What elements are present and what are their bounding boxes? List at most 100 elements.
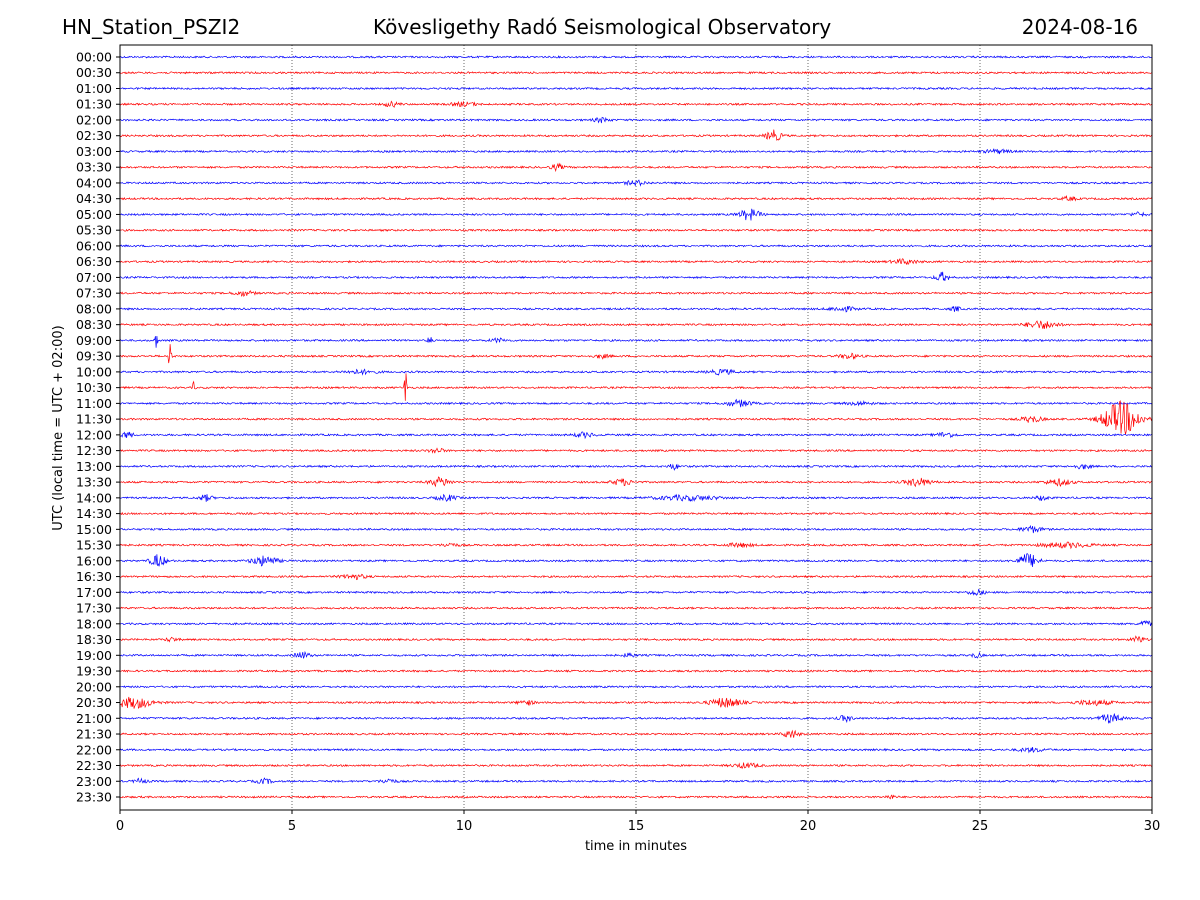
y-tick-label: 22:30 <box>76 758 112 773</box>
y-tick-label: 17:30 <box>76 601 112 616</box>
trace-row-0130 <box>119 100 1153 108</box>
trace-row-1800 <box>119 619 1153 627</box>
y-tick-label: 23:30 <box>76 790 112 805</box>
y-tick-label: 23:00 <box>76 774 112 789</box>
y-tick-label: 04:30 <box>76 191 112 206</box>
trace-row-2130 <box>119 729 1153 738</box>
y-tick-label: 12:00 <box>76 427 112 442</box>
chart-date: 2024-08-16 <box>1021 15 1138 39</box>
trace-row-1400 <box>119 493 1153 502</box>
x-tick-label: 30 <box>1144 819 1161 834</box>
y-tick-label: 19:30 <box>76 664 112 679</box>
trace-row-2000 <box>120 685 1153 689</box>
trace-row-1900 <box>119 650 1153 659</box>
y-tick-label: 05:00 <box>76 207 112 222</box>
trace-row-0200 <box>119 116 1153 124</box>
y-tick-label: 02:00 <box>76 112 112 127</box>
y-tick-label: 11:30 <box>76 412 112 427</box>
trace-row-1930 <box>119 669 1153 673</box>
trace-row-1700 <box>119 588 1153 596</box>
trace-row-0000 <box>119 55 1152 59</box>
trace-row-0400 <box>119 179 1153 187</box>
trace-row-0330 <box>119 162 1153 173</box>
y-tick-label: 14:30 <box>76 506 112 521</box>
y-tick-label: 10:00 <box>76 364 112 379</box>
trace-row-1000 <box>119 368 1153 376</box>
y-tick-label: 08:00 <box>76 301 112 316</box>
trace-row-0300 <box>119 148 1153 155</box>
trace-row-0500 <box>119 208 1153 221</box>
y-tick-label: 20:30 <box>76 695 112 710</box>
trace-row-1530 <box>119 541 1153 550</box>
trace-row-0830 <box>119 320 1153 329</box>
y-tick-label: 15:30 <box>76 538 112 553</box>
y-tick-label: 20:00 <box>76 679 112 694</box>
trace-row-0730 <box>119 290 1153 297</box>
trace-row-0100 <box>119 86 1153 91</box>
y-tick-label: 01:30 <box>76 97 112 112</box>
x-tick-label: 10 <box>456 819 473 834</box>
trace-row-0530 <box>119 228 1153 232</box>
y-tick-label: 02:30 <box>76 128 112 143</box>
y-tick-label: 16:00 <box>76 553 112 568</box>
trace-row-1030 <box>119 373 1153 401</box>
y-tick-label: 03:30 <box>76 160 112 175</box>
y-tick-label: 07:30 <box>76 286 112 301</box>
trace-row-2330 <box>119 794 1153 800</box>
y-tick-label: 18:30 <box>76 632 112 647</box>
y-tick-label: 15:00 <box>76 522 112 537</box>
y-tick-label: 11:00 <box>76 396 112 411</box>
x-tick-label: 25 <box>972 819 989 834</box>
trace-row-0430 <box>119 194 1153 202</box>
chart-title: Kövesligethy Radó Seismological Observat… <box>373 15 832 39</box>
y-tick-label: 06:30 <box>76 254 112 269</box>
y-tick-label: 00:30 <box>76 65 112 80</box>
trace-row-1130 <box>119 400 1153 435</box>
trace-row-0600 <box>119 244 1153 248</box>
trace-row-1630 <box>120 573 1153 581</box>
y-tick-label: 19:00 <box>76 648 112 663</box>
x-axis-label: time in minutes <box>585 839 687 854</box>
trace-row-0630 <box>119 257 1153 266</box>
trace-row-1330 <box>119 476 1153 488</box>
y-tick-label: 08:30 <box>76 317 112 332</box>
x-tick-label: 5 <box>288 819 296 834</box>
trace-row-0700 <box>119 271 1153 282</box>
trace-row-1600 <box>119 553 1153 568</box>
trace-row-2300 <box>119 777 1153 785</box>
y-tick-label: 05:30 <box>76 223 112 238</box>
y-tick-label: 03:00 <box>76 144 112 159</box>
y-tick-label: 09:30 <box>76 349 112 364</box>
trace-row-1100 <box>119 398 1153 408</box>
y-tick-label: 18:00 <box>76 616 112 631</box>
y-tick-label: 12:30 <box>76 443 112 458</box>
trace-row-1300 <box>119 463 1153 471</box>
trace-row-0900 <box>119 335 1153 348</box>
trace-row-0030 <box>119 71 1153 75</box>
y-tick-label: 13:30 <box>76 475 112 490</box>
y-tick-label: 13:00 <box>76 459 112 474</box>
trace-row-2200 <box>119 747 1153 754</box>
y-tick-label: 14:00 <box>76 490 112 505</box>
y-tick-label: 16:30 <box>76 569 112 584</box>
trace-row-0930 <box>119 344 1153 364</box>
trace-row-0230 <box>119 129 1153 141</box>
y-tick-label: 00:00 <box>76 50 112 65</box>
trace-row-2100 <box>119 713 1153 724</box>
y-tick-label: 06:00 <box>76 238 112 253</box>
y-tick-label: 09:00 <box>76 333 112 348</box>
trace-row-1500 <box>119 524 1153 534</box>
y-tick-label: 17:00 <box>76 585 112 600</box>
trace-row-1430 <box>119 511 1153 516</box>
y-tick-label: 10:30 <box>76 380 112 395</box>
y-tick-label: 21:30 <box>76 727 112 742</box>
y-tick-label: 07:00 <box>76 270 112 285</box>
y-tick-label: 01:00 <box>76 81 112 96</box>
x-tick-label: 0 <box>116 819 124 834</box>
y-axis-label: UTC (local time = UTC + 02:00) <box>51 325 66 530</box>
trace-row-2230 <box>119 762 1153 770</box>
trace-row-0800 <box>119 305 1153 313</box>
x-tick-label: 20 <box>800 819 817 834</box>
y-tick-label: 22:00 <box>76 742 112 757</box>
